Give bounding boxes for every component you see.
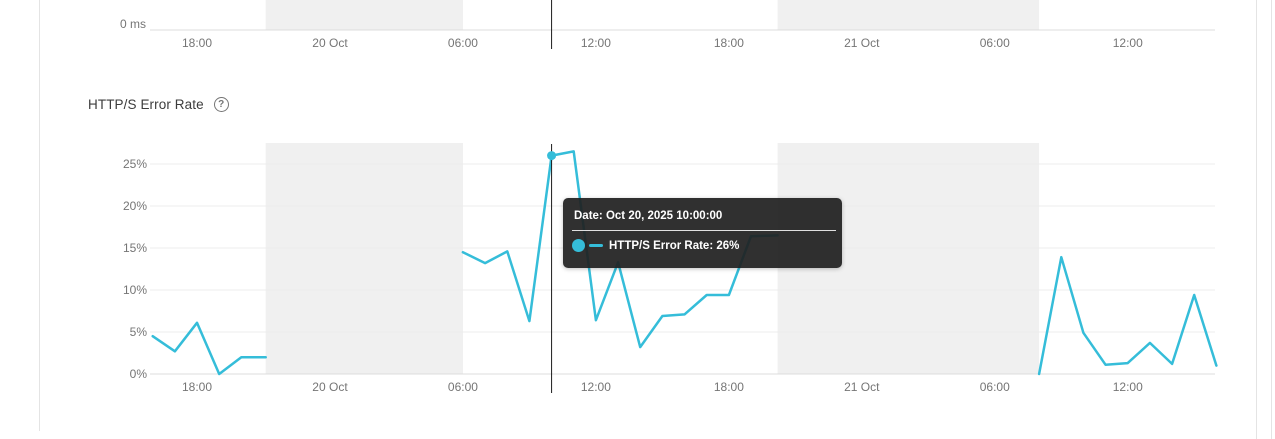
error-rate-x-tick-label: 18:00 (182, 380, 212, 394)
series-dot-icon (572, 239, 585, 252)
help-icon[interactable]: ? (213, 97, 229, 112)
error-rate-x-tick-label: 12:00 (1113, 380, 1143, 394)
latency-x-tick-label: 06:00 (980, 36, 1010, 50)
error-rate-x-tick-label: 18:00 (714, 380, 744, 394)
error-rate-x-tick-label: 21 Oct (844, 380, 880, 394)
error-rate-x-tick-label: 12:00 (581, 380, 611, 394)
error-rate-y-tick-label: 25% (123, 157, 147, 171)
metrics-card-left-border (39, 0, 40, 431)
chart-tooltip: Date: Oct 20, 2025 10:00:00 HTTP/S Error… (563, 198, 842, 268)
error-rate-y-tick-label: 10% (123, 283, 147, 297)
tooltip-date-text: Date: Oct 20, 2025 10:00:00 (574, 210, 723, 222)
error-rate-y-tick-label: 5% (130, 325, 148, 339)
error-rate-x-tick-label: 20 Oct (312, 380, 348, 394)
tooltip-series-text: HTTP/S Error Rate: 26% (609, 239, 740, 252)
latency-x-tick-label: 06:00 (448, 36, 478, 50)
tooltip-series-row: HTTP/S Error Rate: 26% (563, 231, 842, 252)
error-rate-y-tick-label: 15% (123, 241, 147, 255)
latency-plot-area[interactable] (150, 0, 1215, 30)
error-rate-chart-title: HTTP/S Error Rate (88, 97, 204, 112)
latency-x-tick-label: 12:00 (581, 36, 611, 50)
latency-x-tick-label: 20 Oct (312, 36, 348, 50)
error-rate-y-tick-label: 20% (123, 199, 147, 213)
latency-shaded-period (777, 0, 1040, 30)
error-rate-line-series (1037, 255, 1218, 376)
tooltip-divider (572, 230, 836, 231)
latency-x-tick-label: 18:00 (182, 36, 212, 50)
adjacent-card-edge (1271, 0, 1272, 439)
latency-x-tick-label: 12:00 (1113, 36, 1143, 50)
series-dash-icon (589, 244, 603, 247)
error-rate-x-tick-label: 06:00 (980, 380, 1010, 394)
metrics-card-right-border (1256, 0, 1257, 439)
error-rate-plot-area[interactable] (150, 143, 1215, 393)
error-rate-x-tick-label: 06:00 (448, 380, 478, 394)
latency-x-tick-label: 21 Oct (844, 36, 880, 50)
error-rate-line-series (151, 321, 267, 376)
latency-x-tick-label: 18:00 (714, 36, 744, 50)
error-rate-shaded-period (265, 143, 463, 374)
error-rate-y-tick-label: 0% (130, 367, 148, 381)
error-rate-chart-header: HTTP/S Error Rate ? (88, 97, 229, 112)
error-rate-highlight-point (547, 151, 557, 161)
latency-shaded-period (265, 0, 463, 30)
latency-y-tick-label: 0 ms (120, 17, 146, 31)
